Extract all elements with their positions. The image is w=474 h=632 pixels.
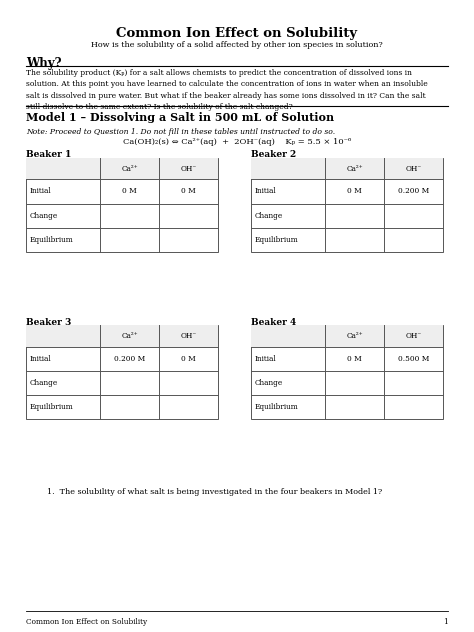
Bar <box>26 325 218 419</box>
Text: Equilibrium: Equilibrium <box>255 236 298 243</box>
Text: OH⁻: OH⁻ <box>406 165 422 173</box>
Text: Initial: Initial <box>255 355 276 363</box>
Text: Common Ion Effect on Solubility: Common Ion Effect on Solubility <box>26 618 147 626</box>
Text: 0.200 M: 0.200 M <box>114 355 145 363</box>
Text: 1: 1 <box>443 618 448 626</box>
Bar <box>26 158 218 252</box>
Bar <box>251 158 443 179</box>
Text: 0 M: 0 M <box>181 355 196 363</box>
Text: OH⁻: OH⁻ <box>181 165 197 173</box>
Text: Beaker 1: Beaker 1 <box>26 150 72 159</box>
Text: How is the solubility of a solid affected by other ion species in solution?: How is the solubility of a solid affecte… <box>91 41 383 49</box>
Text: 0 M: 0 M <box>347 355 362 363</box>
Text: still dissolve to the same extent? Is the solubility of the salt changed?: still dissolve to the same extent? Is th… <box>26 103 293 111</box>
Bar <box>251 158 443 252</box>
Bar <box>26 325 218 347</box>
Text: OH⁻: OH⁻ <box>406 332 422 340</box>
Text: solution. At this point you have learned to calculate the concentration of ions : solution. At this point you have learned… <box>26 80 428 88</box>
Text: Common Ion Effect on Solubility: Common Ion Effect on Solubility <box>117 27 357 40</box>
Text: Change: Change <box>255 212 283 219</box>
Bar <box>251 325 443 347</box>
Text: Beaker 3: Beaker 3 <box>26 318 72 327</box>
Text: Change: Change <box>29 379 58 387</box>
Text: 0.500 M: 0.500 M <box>398 355 429 363</box>
Bar <box>251 325 443 419</box>
Text: Equilibrium: Equilibrium <box>255 403 298 411</box>
Text: Beaker 4: Beaker 4 <box>251 318 296 327</box>
Text: Ca(OH)₂(s) ⇔ Ca²⁺(aq)  +  2OH⁻(aq)    Kₚ = 5.5 × 10⁻⁶: Ca(OH)₂(s) ⇔ Ca²⁺(aq) + 2OH⁻(aq) Kₚ = 5.… <box>123 138 351 146</box>
Text: Ca²⁺: Ca²⁺ <box>346 165 363 173</box>
Text: Ca²⁺: Ca²⁺ <box>121 165 138 173</box>
Text: Ca²⁺: Ca²⁺ <box>346 332 363 340</box>
Text: 0 M: 0 M <box>122 188 137 195</box>
Text: 1.  The solubility of what salt is being investigated in the four beakers in Mod: 1. The solubility of what salt is being … <box>47 488 383 496</box>
Text: Ca²⁺: Ca²⁺ <box>121 332 138 340</box>
Text: 0 M: 0 M <box>181 188 196 195</box>
Text: Equilibrium: Equilibrium <box>29 403 73 411</box>
Text: Change: Change <box>29 212 58 219</box>
Text: 0 M: 0 M <box>347 188 362 195</box>
Text: Initial: Initial <box>29 355 51 363</box>
Text: Initial: Initial <box>29 188 51 195</box>
Text: 0.200 M: 0.200 M <box>398 188 429 195</box>
Text: Equilibrium: Equilibrium <box>29 236 73 243</box>
Text: Initial: Initial <box>255 188 276 195</box>
Text: Why?: Why? <box>26 57 62 70</box>
Bar <box>26 158 218 179</box>
Text: salt is dissolved in pure water. But what if the beaker already has some ions di: salt is dissolved in pure water. But wha… <box>26 92 426 100</box>
Text: Beaker 2: Beaker 2 <box>251 150 296 159</box>
Text: Note: Proceed to Question 1. Do not fill in these tables until instructed to do : Note: Proceed to Question 1. Do not fill… <box>26 128 335 136</box>
Text: Model 1 – Dissolving a Salt in 500 mL of Solution: Model 1 – Dissolving a Salt in 500 mL of… <box>26 112 334 123</box>
Text: Change: Change <box>255 379 283 387</box>
Text: The solubility product (Kₚ) for a salt allows chemists to predict the concentrat: The solubility product (Kₚ) for a salt a… <box>26 69 412 77</box>
Text: OH⁻: OH⁻ <box>181 332 197 340</box>
